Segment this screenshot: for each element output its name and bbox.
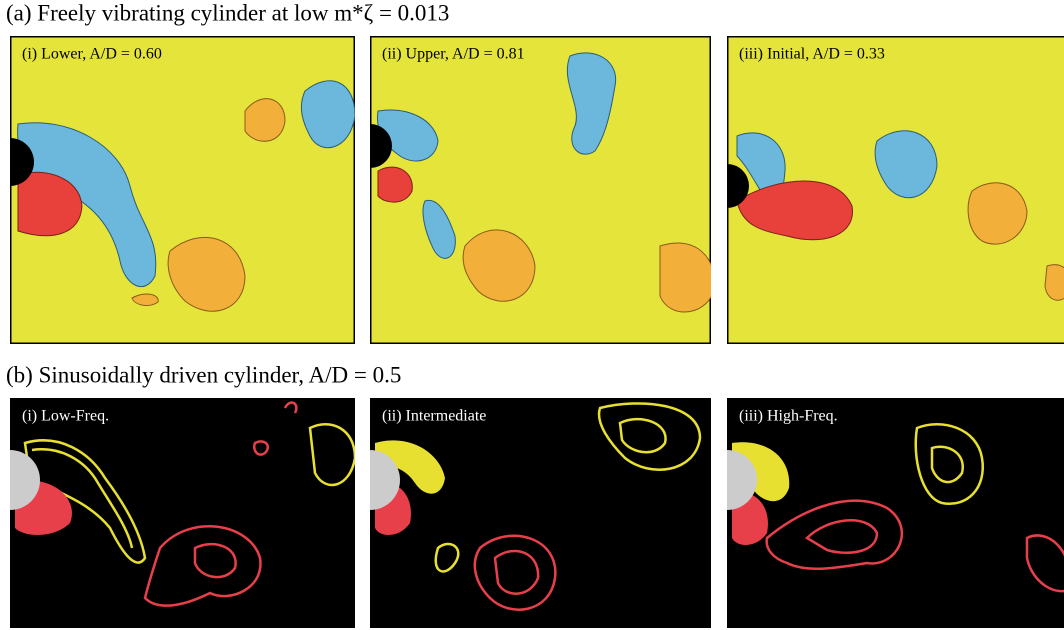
row-title: (a) Freely vibrating cylinder at low m*ζ…: [6, 0, 449, 25]
body: (a) Freely vibrating cylinder at low m*ζ…: [0, 0, 1064, 630]
panel: (ii) Intermediate: [340, 398, 711, 628]
panel-label: (i) Lower, A/D = 0.60: [22, 46, 162, 63]
panel-label: (ii) Upper, A/D = 0.81: [382, 46, 525, 63]
figure: (a) Freely vibrating cylinder at low m*ζ…: [0, 0, 1064, 630]
page: {"rows":[ {"title":"(a) Freely vibrating…: [0, 0, 1064, 630]
panel-label: (iii) Initial, A/D = 0.33: [739, 46, 885, 63]
panel: (i) Low-Freq.: [0, 398, 355, 628]
panel-label: (iii) High-Freq.: [739, 408, 838, 425]
panel: (i) Lower, A/D = 0.60: [0, 36, 355, 344]
panel: (ii) Upper, A/D = 0.81: [348, 36, 715, 344]
panel-label: (ii) Intermediate: [382, 408, 486, 425]
panel: (iii) Initial, A/D = 0.33: [705, 36, 1064, 344]
panel: (iii) High-Freq.: [697, 398, 1064, 628]
panel-label: (i) Low-Freq.: [22, 408, 109, 425]
row-title: (b) Sinusoidally driven cylinder, A/D = …: [6, 362, 401, 387]
